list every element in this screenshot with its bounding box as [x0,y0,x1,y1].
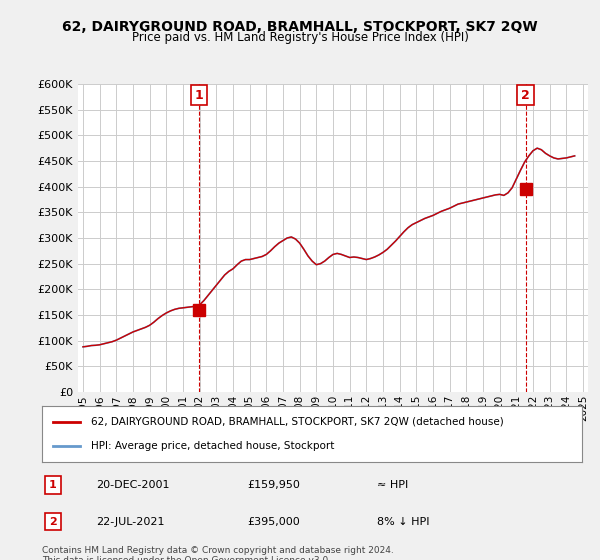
Text: £395,000: £395,000 [247,516,300,526]
Text: 62, DAIRYGROUND ROAD, BRAMHALL, STOCKPORT, SK7 2QW: 62, DAIRYGROUND ROAD, BRAMHALL, STOCKPOR… [62,20,538,34]
Text: 1: 1 [194,88,203,101]
Text: Contains HM Land Registry data © Crown copyright and database right 2024.
This d: Contains HM Land Registry data © Crown c… [42,546,394,560]
Text: 2: 2 [521,88,530,101]
Text: 20-DEC-2001: 20-DEC-2001 [96,480,170,490]
Text: HPI: Average price, detached house, Stockport: HPI: Average price, detached house, Stoc… [91,441,334,451]
Text: Price paid vs. HM Land Registry's House Price Index (HPI): Price paid vs. HM Land Registry's House … [131,31,469,44]
Text: £159,950: £159,950 [247,480,300,490]
Text: 22-JUL-2021: 22-JUL-2021 [96,516,164,526]
Text: 62, DAIRYGROUND ROAD, BRAMHALL, STOCKPORT, SK7 2QW (detached house): 62, DAIRYGROUND ROAD, BRAMHALL, STOCKPOR… [91,417,503,427]
Text: 1: 1 [49,480,56,490]
Text: 8% ↓ HPI: 8% ↓ HPI [377,516,430,526]
Text: ≈ HPI: ≈ HPI [377,480,408,490]
Text: 2: 2 [49,516,56,526]
